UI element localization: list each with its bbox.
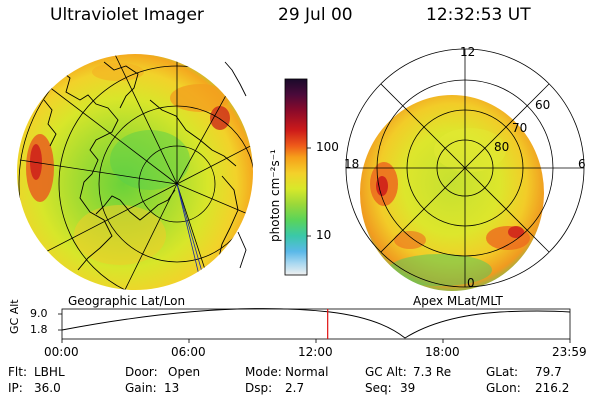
colorbar-unit-label: photon cm⁻²s⁻¹ [268, 149, 282, 242]
filter-value: LBHL [34, 365, 65, 379]
sequence-label: Seq: [365, 381, 392, 395]
instrument-title: Ultraviolet Imager [50, 5, 204, 25]
door-value: Open [168, 365, 201, 379]
mlat-label-70: 70 [512, 121, 528, 135]
mlat-label-80: 80 [494, 140, 510, 154]
mlt-label-18: 18 [344, 157, 360, 171]
geographic-map [17, 54, 253, 290]
apex-polar-map [345, 48, 585, 291]
geo-lon-value: 216.2 [535, 381, 570, 395]
mlt-label-12: 12 [460, 45, 476, 59]
hour-label-4: 23:59 [552, 345, 587, 359]
altitude-tick-low: 1.8 [30, 323, 48, 336]
altitude-axis-label: GC Alt [8, 299, 21, 334]
ip-value: 36.0 [34, 381, 61, 395]
geo-lat-label: GLat: [486, 365, 519, 379]
altitude-tick-high: 9.0 [30, 307, 48, 320]
geographic-map-label: Geographic Lat/Lon [68, 294, 186, 308]
geo-lon-label: GLon: [486, 381, 521, 395]
colorbar [284, 78, 311, 276]
mlt-label-6: 6 [578, 157, 586, 171]
gc-altitude-label: GC Alt: [365, 365, 407, 379]
dsp-value: 2.7 [285, 381, 305, 395]
dsp-label: Dsp: [245, 381, 273, 395]
altitude-panel [58, 308, 571, 343]
gain-label: Gain: [125, 381, 157, 395]
geo-lat-value: 79.7 [535, 365, 562, 379]
apex-map-label: Apex MLat/MLT [413, 294, 503, 308]
hour-label-1: 06:00 [171, 345, 206, 359]
hour-label-2: 12:00 [298, 345, 333, 359]
mlt-label-0: 0 [467, 276, 475, 290]
hour-label-0: 00:00 [44, 345, 79, 359]
observation-date: 29 Jul 00 [278, 5, 353, 25]
sequence-value: 39 [400, 381, 416, 395]
door-label: Door: [125, 365, 158, 379]
hour-label-3: 18:00 [425, 345, 460, 359]
ip-label: IP: [8, 381, 23, 395]
mlat-label-60: 60 [535, 98, 551, 112]
observation-time: 12:32:53 UT [426, 5, 531, 25]
mode-label: Mode: [245, 365, 282, 379]
gc-altitude-value: 7.3 Re [413, 365, 452, 379]
colorbar-tick-10: 10 [316, 228, 332, 242]
filter-label: Flt: [8, 365, 27, 379]
colorbar-tick-100: 100 [316, 140, 339, 154]
gain-value: 13 [164, 381, 180, 395]
mode-value: Normal [285, 365, 329, 379]
